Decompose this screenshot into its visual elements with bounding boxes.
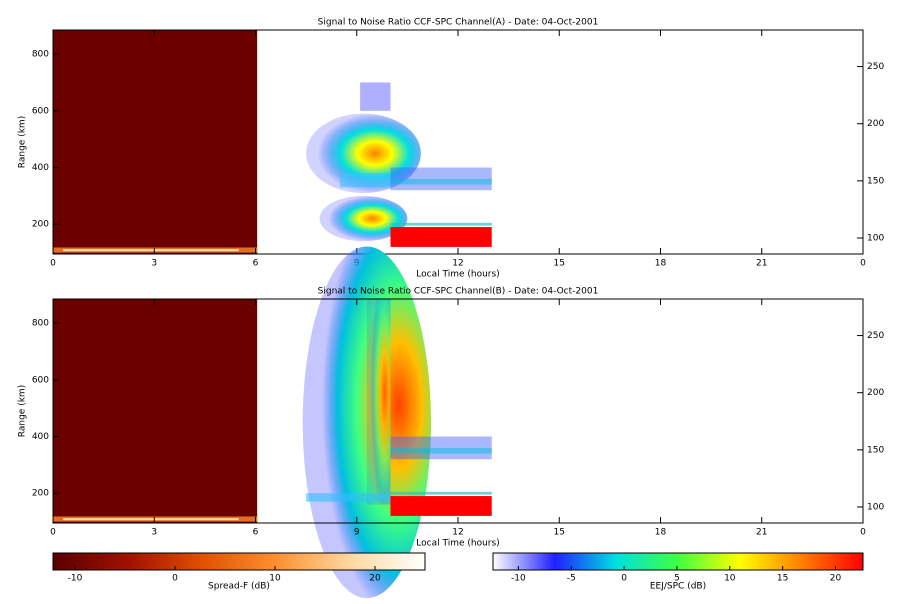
x-tick-label: 18 bbox=[655, 528, 667, 538]
colorbar bbox=[492, 552, 864, 571]
colorbar-tick-label: -10 bbox=[68, 574, 83, 584]
rti-blob bbox=[319, 195, 408, 242]
y-axis-label: Range (km) bbox=[18, 116, 28, 168]
x-tick-label: 6 bbox=[253, 528, 259, 538]
rti-region bbox=[390, 227, 492, 247]
y-tick-label: 200 bbox=[32, 489, 49, 499]
panel-title: Signal to Noise Ratio CCF-SPC Channel(A)… bbox=[318, 18, 599, 28]
colorbar-tick-label: -10 bbox=[511, 574, 526, 584]
rti-region bbox=[390, 178, 492, 185]
x-axis-label: Local Time (hours) bbox=[416, 539, 499, 549]
y-tick-label: 600 bbox=[32, 375, 49, 385]
y-tick-label: 400 bbox=[32, 432, 49, 442]
x-tick-label: 12 bbox=[452, 259, 463, 269]
colorbar-tick-label: 15 bbox=[777, 574, 788, 584]
rti-region bbox=[390, 496, 492, 516]
x-tick-label: 21 bbox=[756, 259, 767, 269]
rti-region bbox=[63, 518, 239, 521]
rti-region bbox=[360, 82, 391, 111]
rti-region bbox=[390, 491, 492, 495]
colorbar-tick-label: 10 bbox=[724, 574, 736, 584]
rti-region bbox=[390, 167, 492, 191]
rti-region bbox=[390, 222, 492, 226]
x-tick-label: 0 bbox=[50, 259, 56, 269]
x-tick-label: 0 bbox=[860, 528, 866, 538]
y2-tick-label: 200 bbox=[867, 119, 884, 129]
rti-blob bbox=[306, 113, 421, 194]
x-tick-label: 21 bbox=[756, 528, 767, 538]
colorbar-tick-label: 10 bbox=[269, 574, 281, 584]
x-tick-label: 0 bbox=[50, 528, 56, 538]
x-tick-label: 3 bbox=[151, 259, 157, 269]
rti-region bbox=[339, 173, 391, 188]
x-axis-label: Local Time (hours) bbox=[416, 270, 499, 280]
rti-region bbox=[390, 447, 492, 454]
x-tick-label: 15 bbox=[554, 528, 565, 538]
colorbar bbox=[52, 552, 426, 571]
y2-tick-label: 100 bbox=[867, 234, 884, 244]
colorbar-tick-label: 0 bbox=[172, 574, 178, 584]
rti-region bbox=[63, 249, 239, 252]
x-tick-label: 0 bbox=[860, 259, 866, 269]
y-axis-label: Range (km) bbox=[18, 385, 28, 437]
y-tick-label: 200 bbox=[32, 220, 49, 230]
rti-region bbox=[306, 493, 391, 502]
colorbar-label: EEJ/SPC (dB) bbox=[650, 582, 706, 592]
x-tick-label: 15 bbox=[554, 259, 565, 269]
colorbar-tick-label: -5 bbox=[567, 574, 576, 584]
y2-tick-label: 150 bbox=[867, 176, 884, 186]
x-tick-label: 3 bbox=[151, 528, 157, 538]
y-tick-label: 800 bbox=[32, 319, 49, 329]
x-tick-label: 18 bbox=[655, 259, 667, 269]
rti-region bbox=[53, 30, 258, 254]
rti-region bbox=[53, 299, 258, 523]
colorbar-label: Spread-F (dB) bbox=[208, 582, 270, 592]
colorbar-tick-label: 0 bbox=[621, 574, 627, 584]
colorbar-tick-label: 5 bbox=[674, 574, 680, 584]
y2-tick-label: 250 bbox=[867, 62, 884, 72]
y-tick-label: 600 bbox=[32, 106, 49, 116]
y2-tick-label: 200 bbox=[867, 388, 884, 398]
y2-tick-label: 150 bbox=[867, 445, 884, 455]
colorbar-tick-label: 20 bbox=[830, 574, 842, 584]
panel-title: Signal to Noise Ratio CCF-SPC Channel(B)… bbox=[318, 287, 599, 297]
rti-region bbox=[366, 299, 391, 505]
y-tick-label: 400 bbox=[32, 163, 49, 173]
y2-tick-label: 100 bbox=[867, 503, 884, 513]
x-tick-label: 12 bbox=[452, 528, 463, 538]
x-tick-label: 9 bbox=[354, 528, 360, 538]
colorbar-tick-label: 20 bbox=[369, 574, 381, 584]
y-tick-label: 800 bbox=[32, 50, 49, 60]
x-tick-label: 6 bbox=[253, 259, 259, 269]
y2-tick-label: 250 bbox=[867, 331, 884, 341]
